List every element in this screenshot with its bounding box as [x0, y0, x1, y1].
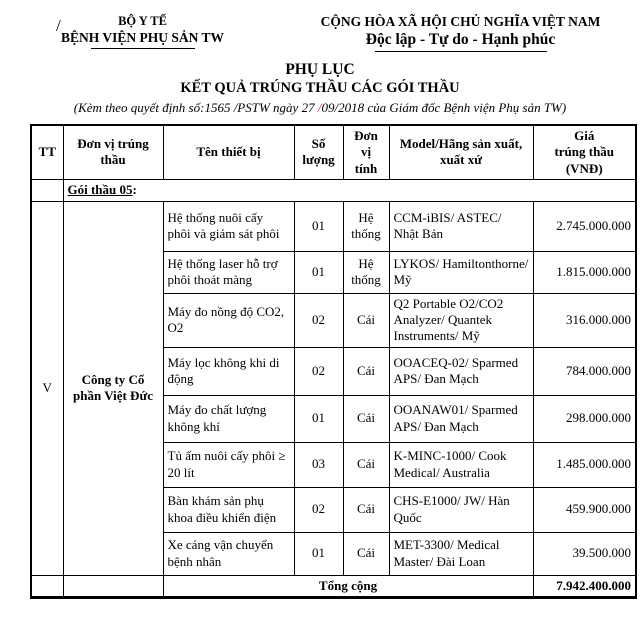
winning-price: 784.000.000: [532, 346, 637, 396]
total-row: Tổng cộng 7.942.400.000: [30, 574, 637, 598]
decision-reference: (Kèm theo quyết định số:1565 /PSTW ngày …: [0, 100, 640, 116]
unit: Cái: [342, 531, 390, 576]
winning-price: 459.900.000: [532, 486, 637, 533]
equipment-name: Máy đo nồng độ CO2, O2: [162, 292, 295, 348]
table-row: Hệ thống laser hỗ trợ phôi thoát màng 01…: [31, 250, 637, 294]
winning-price: 39.500.000: [532, 531, 637, 576]
national-motto: Độc lập - Tự do - Hạnh phúc: [365, 31, 556, 48]
unit: Cái: [342, 394, 390, 443]
document-header: BỘ Y TẾ BỆNH VIỆN PHỤ SẢN TW CỘNG HÒA XÃ…: [0, 14, 640, 52]
total-value: 7.942.400.000: [532, 574, 637, 598]
winning-price: 1.815.000.000: [532, 250, 637, 294]
quantity: 01: [293, 531, 344, 576]
col-header-model: Model/Hãng sản xuất, xuất xứ: [388, 124, 534, 180]
col-header-quantity: Số lượng: [293, 124, 344, 180]
contractor-name: Công ty Cổ phần Việt Đức: [62, 200, 164, 576]
equipment-name: Xe cáng vận chuyển bệnh nhân: [162, 531, 295, 576]
model-origin: OOANAW01/ Sparmed APS/ Đan Mạch: [388, 394, 534, 443]
appendix-title: PHỤ LỤC: [285, 61, 355, 78]
national-header-block: CỘNG HÒA XÃ HỘI CHỦ NGHĨA VIỆT NAM Độc l…: [285, 14, 640, 52]
unit: Hệ thống: [342, 250, 390, 294]
right-header-underline: [374, 51, 547, 52]
table-row: Máy lọc không khi di động 02 Cái OOACEQ-…: [31, 346, 637, 396]
table-header-row: TT Đơn vị trúng thầu Tên thiết bị Số lượng…: [30, 124, 637, 180]
quantity: 01: [293, 250, 344, 294]
equipment-name: Hệ thống nuôi cấy phôi và giám sát phôi: [162, 200, 295, 252]
equipment-name: Bàn khám sản phụ khoa điều khiển điện: [162, 486, 295, 533]
equipment-name: Tủ ấm nuôi cấy phôi ≥ 20 lít: [162, 441, 295, 488]
unit: Hệ thống: [342, 200, 390, 252]
package-group-row: Gói thầu 05:: [30, 178, 637, 202]
equipment-name: Máy lọc không khi di động: [162, 346, 295, 396]
hospital-name: BỆNH VIỆN PHỤ SẢN TW: [60, 30, 225, 45]
decision-reference-pre: (Kèm theo quyết định số:1565 /PSTW ngày …: [73, 100, 318, 115]
table-row: Bàn khám sản phụ khoa điều khiển điện 02…: [31, 486, 637, 533]
equipment-name: Hệ thống laser hỗ trợ phôi thoát màng: [162, 250, 295, 294]
total-label: Tổng cộng: [162, 574, 534, 598]
document-title: KẾT QUẢ TRÚNG THẦU CÁC GÓI THẦU: [180, 80, 460, 96]
row-index: V: [30, 200, 64, 576]
issuing-agency-block: BỘ Y TẾ BỆNH VIỆN PHỤ SẢN TW: [0, 14, 285, 52]
quantity: 02: [293, 346, 344, 396]
model-origin: OOACEQ-02/ Sparmed APS/ Đan Mạch: [388, 346, 534, 396]
model-origin: Q2 Portable O2/CO2 Analyzer/ Quantek Ins…: [388, 292, 534, 348]
quantity: 03: [293, 441, 344, 488]
quantity: 02: [293, 292, 344, 348]
model-origin: CHS-E1000/ JW/ Hàn Quốc: [388, 486, 534, 533]
table-row: V Công ty Cổ phần Việt Đức Hệ thống nuôi…: [30, 200, 637, 576]
table-row: Máy đo nồng độ CO2, O2 02 Cái Q2 Portabl…: [31, 292, 637, 348]
col-header-price: Giá trúng thầu (VNĐ): [532, 124, 637, 180]
model-origin: K-MINC-1000/ Cook Medical/ Australia: [388, 441, 534, 488]
col-header-contractor: Đơn vị trúng thầu: [62, 124, 164, 180]
quantity: 02: [293, 486, 344, 533]
total-tt-empty: [30, 574, 64, 598]
winning-price: 1.485.000.000: [532, 441, 637, 488]
national-title: CỘNG HÒA XÃ HỘI CHỦ NGHĨA VIỆT NAM: [320, 14, 601, 29]
winning-price: 298.000.000: [532, 394, 637, 443]
col-header-unit: Đơn vị tính: [342, 124, 390, 180]
winning-price: 2.745.000.000: [532, 200, 637, 252]
package-group-label: Gói thầu 05:: [62, 178, 637, 202]
quantity: 01: [293, 394, 344, 443]
group-tt-empty: [30, 178, 64, 202]
equipment-name: Máy đo chất lượng không khí: [162, 394, 295, 443]
col-header-tt: TT: [30, 124, 64, 180]
winning-price: 316.000.000: [532, 292, 637, 348]
decision-reference-red-slash: /: [317, 100, 322, 115]
left-header-underline: [90, 48, 195, 49]
unit: Cái: [342, 292, 390, 348]
table-row: Máy đo chất lượng không khí 01 Cái OOANA…: [31, 394, 637, 443]
quantity: 01: [293, 200, 344, 252]
col-header-equipment: Tên thiết bị: [162, 124, 295, 180]
model-origin: CCM-iBIS/ ASTEC/ Nhật Bản: [388, 200, 534, 252]
total-contractor-empty: [62, 574, 164, 598]
ministry-name: BỘ Y TẾ: [118, 14, 167, 28]
table-row: Xe cáng vận chuyển bệnh nhân 01 Cái MET-…: [31, 531, 637, 576]
model-origin: MET-3300/ Medical Master/ Đài Loan: [388, 531, 534, 576]
bid-results-table: TT Đơn vị trúng thầu Tên thiết bị Số lượng…: [30, 124, 637, 599]
unit: Cái: [342, 486, 390, 533]
unit: Cái: [342, 346, 390, 396]
model-origin: LYKOS/ Hamiltonthorne/ Mỹ: [388, 250, 534, 294]
decision-reference-post: 09/2018 của Giám đốc Bệnh viện Phụ sản T…: [321, 100, 567, 115]
unit: Cái: [342, 441, 390, 488]
corner-mark: /: [56, 16, 61, 35]
